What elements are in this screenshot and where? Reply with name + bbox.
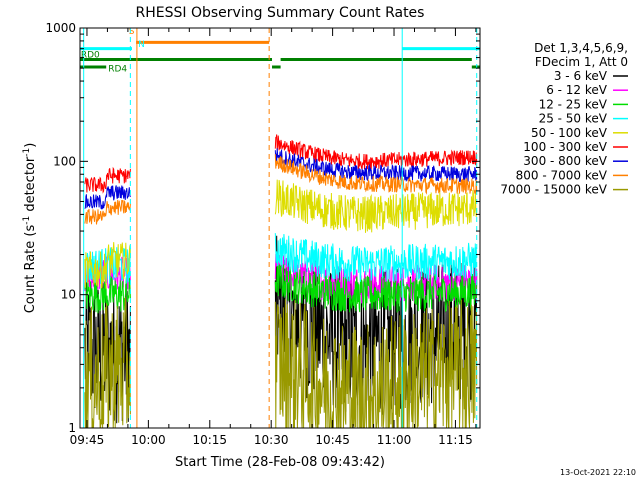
- series-line-seg2-2: [274, 263, 478, 313]
- series-line-seg1-8: [84, 297, 131, 429]
- plot-frame: [79, 27, 481, 429]
- legend-header-1: Det 1,3,4,5,6,9,: [534, 41, 628, 55]
- x-tick-label-0: 09:45: [70, 433, 105, 447]
- legend-entry-label-5: 100 - 300 keV: [523, 140, 607, 154]
- flag-label-2: S: [129, 27, 135, 37]
- series-line-seg2-4: [274, 179, 478, 233]
- vertical-markers: [83, 28, 478, 428]
- chart-title: RHESSI Observing Summary Count Rates: [136, 5, 425, 21]
- y-tick-label-0: 1: [68, 421, 76, 435]
- flag-label-0: RD0: [81, 51, 100, 61]
- series-line-seg1-2: [84, 275, 131, 314]
- x-tick-label-5: 11:00: [377, 433, 412, 447]
- flag-bars: RD0 RD4 SN: [80, 27, 480, 75]
- axis-ticks: [80, 27, 480, 429]
- legend-entry-label-6: 300 - 800 keV: [523, 154, 607, 168]
- x-tick-label-2: 10:15: [192, 433, 227, 447]
- legend-entry-label-7: 800 - 7000 keV: [516, 168, 608, 182]
- flag-label-3: N: [138, 40, 145, 50]
- y-label-part-end: ): [23, 143, 38, 148]
- flag-label-1: RD4: [108, 65, 127, 75]
- legend-entry-label-3: 25 - 50 keV: [539, 112, 608, 126]
- y-tick-label-1: 10: [61, 288, 76, 302]
- y-label-part-mid: detector: [23, 156, 38, 216]
- series-lines: [84, 134, 478, 429]
- series-line-seg2-5: [274, 134, 478, 171]
- x-axis-label: Start Time (28-Feb-08 09:43:42): [175, 455, 385, 470]
- legend-entry-label-4: 50 - 100 keV: [531, 126, 608, 140]
- y-axis-label: Count Rate (s-1 detector-1): [22, 143, 38, 314]
- y-label-part-main: Count Rate (s: [23, 225, 38, 314]
- series-line-seg2-7: [274, 154, 478, 195]
- footer-timestamp: 13-Oct-2021 22:10: [560, 468, 636, 477]
- y-tick-label-3: 1000: [45, 21, 76, 35]
- legend: Det 1,3,4,5,6,9, FDecim 1, Att 0 3 - 6 k…: [500, 41, 628, 197]
- y-tick-label-2: 100: [53, 154, 76, 168]
- legend-entry-label-0: 3 - 6 keV: [554, 69, 608, 83]
- x-tick-label-6: 11:15: [438, 433, 473, 447]
- series-line-seg2-3: [274, 233, 478, 283]
- series-line-seg2-6: [274, 148, 478, 183]
- y-label-sup2: -1: [22, 148, 32, 157]
- legend-entry-label-1: 6 - 12 keV: [546, 83, 608, 97]
- x-tick-label-3: 10:30: [254, 433, 289, 447]
- series-line-seg1-6: [84, 185, 131, 211]
- series-line-seg1-5: [84, 166, 131, 194]
- y-label-sup1: -1: [22, 216, 32, 225]
- legend-header-2: FDecim 1, Att 0: [535, 55, 628, 69]
- legend-entry-label-2: 12 - 25 keV: [539, 97, 608, 111]
- x-tick-label-1: 10:00: [131, 433, 166, 447]
- axis-labels: 09:45 10:00 10:15 10:30 10:45 11:00 11:15 1 10 10…: [45, 21, 472, 447]
- series-line-seg1-4: [84, 242, 131, 289]
- x-tick-label-4: 10:45: [315, 433, 350, 447]
- series-line-seg1-7: [84, 199, 131, 225]
- legend-entry-label-8: 7000 - 15000 keV: [500, 183, 607, 197]
